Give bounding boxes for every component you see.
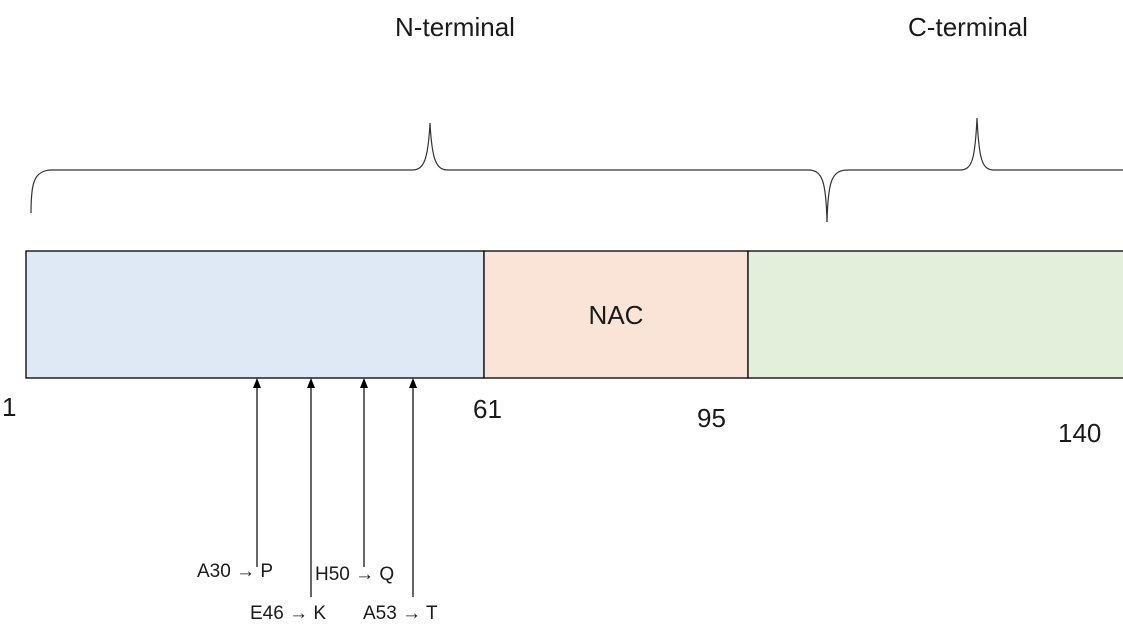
n-terminal-title: N-terminal xyxy=(395,12,515,42)
nac-label: NAC xyxy=(589,300,644,330)
n-terminal-brace xyxy=(30,122,828,223)
nac-segment xyxy=(483,250,749,379)
c-terminal-title: C-terminal xyxy=(908,12,1028,42)
c-terminal-segment xyxy=(747,250,1123,379)
h50q-arrowhead xyxy=(360,378,368,388)
position-1-label: 1 xyxy=(2,392,16,422)
a30p-label: A30 → P xyxy=(197,561,273,582)
e46k-arrowhead xyxy=(307,378,315,388)
n-terminal-segment xyxy=(25,250,485,379)
c-terminal-brace xyxy=(826,117,1123,223)
h50q-label: H50 → Q xyxy=(315,564,394,585)
a30p-arrowhead xyxy=(253,378,261,388)
position-140-label: 140 xyxy=(1058,418,1101,448)
position-61-label: 61 xyxy=(473,394,502,424)
a53t-arrowhead xyxy=(409,378,417,388)
e46k-label: E46 → K xyxy=(250,603,326,624)
a53t-label: A53 → T xyxy=(363,603,438,624)
position-95-label: 95 xyxy=(697,403,726,433)
